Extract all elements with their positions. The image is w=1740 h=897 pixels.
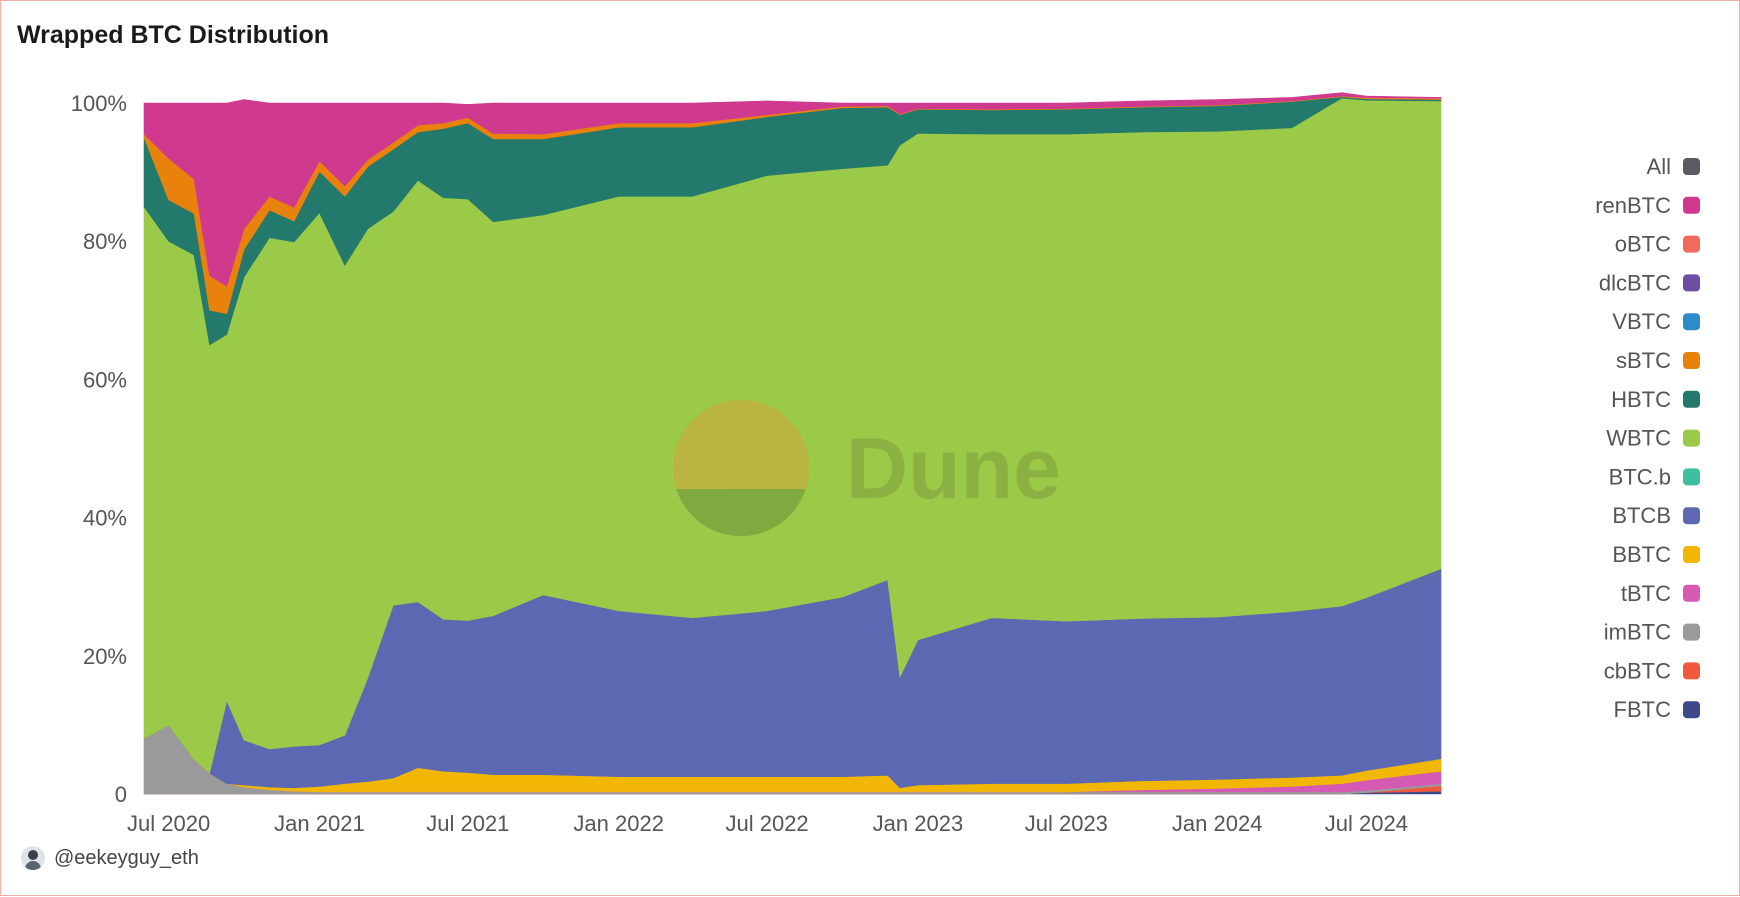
y-tick-label: 0 bbox=[115, 782, 127, 807]
legend-item-obtc[interactable]: oBTC bbox=[1615, 232, 1700, 257]
legend: All renBTC oBTC dlcBTC VBTC sBTC HBTC WBTC BTC.b… bbox=[1595, 154, 1700, 722]
x-tick-label: Jul 2024 bbox=[1325, 811, 1408, 836]
legend-item-dlcbtc[interactable]: dlcBTC bbox=[1599, 270, 1700, 295]
legend-label: oBTC bbox=[1615, 232, 1671, 257]
x-tick-label: Jul 2022 bbox=[725, 811, 808, 836]
legend-item-btc-b[interactable]: BTC.b bbox=[1609, 464, 1700, 489]
dune-watermark: Dune bbox=[673, 400, 1061, 537]
y-tick-label: 60% bbox=[83, 367, 127, 392]
legend-item-vbtc[interactable]: VBTC bbox=[1612, 309, 1700, 334]
legend-item-tbtc[interactable]: tBTC bbox=[1621, 581, 1700, 606]
legend-label: tBTC bbox=[1621, 581, 1671, 606]
legend-label: HBTC bbox=[1611, 387, 1671, 412]
legend-item-cbbtc[interactable]: cbBTC bbox=[1604, 658, 1700, 683]
watermark-logo-half-icon bbox=[676, 489, 806, 537]
legend-label: imBTC bbox=[1604, 620, 1671, 645]
y-tick-label: 100% bbox=[71, 91, 127, 116]
legend-label: BTCB bbox=[1612, 503, 1671, 528]
y-tick-label: 20% bbox=[83, 644, 127, 669]
author-footer[interactable]: @eekeyguy_eth bbox=[21, 846, 199, 870]
series-area-renbtc bbox=[143, 92, 1442, 287]
legend-swatch bbox=[1683, 158, 1700, 175]
x-tick-label: Jan 2024 bbox=[1172, 811, 1263, 836]
legend-item-btcb[interactable]: BTCB bbox=[1612, 503, 1700, 528]
legend-swatch bbox=[1683, 196, 1700, 214]
legend-item-hbtc[interactable]: HBTC bbox=[1611, 387, 1700, 412]
legend-item-wbtc[interactable]: WBTC bbox=[1606, 426, 1700, 451]
legend-swatch bbox=[1683, 390, 1700, 408]
legend-swatch bbox=[1683, 546, 1700, 563]
legend-swatch bbox=[1683, 584, 1700, 602]
legend-swatch bbox=[1683, 352, 1700, 369]
x-tick-label: Jan 2023 bbox=[873, 811, 964, 836]
x-tick-label: Jul 2020 bbox=[127, 811, 210, 836]
legend-label: All bbox=[1647, 154, 1671, 179]
legend-swatch bbox=[1683, 468, 1700, 486]
chart-title: Wrapped BTC Distribution bbox=[17, 21, 330, 49]
legend-label: BTC.b bbox=[1609, 464, 1671, 489]
legend-swatch bbox=[1683, 274, 1700, 292]
legend-swatch bbox=[1683, 662, 1700, 680]
legend-label: cbBTC bbox=[1604, 658, 1671, 683]
y-tick-label: 80% bbox=[83, 229, 127, 254]
legend-item-fbtc[interactable]: FBTC bbox=[1614, 697, 1700, 722]
legend-item-bbtc[interactable]: BBTC bbox=[1612, 542, 1700, 567]
watermark-text: Dune bbox=[846, 421, 1061, 517]
legend-item-imbtc[interactable]: imBTC bbox=[1604, 620, 1700, 645]
x-tick-label: Jan 2022 bbox=[573, 811, 664, 836]
legend-swatch bbox=[1683, 313, 1700, 331]
x-tick-label: Jul 2023 bbox=[1025, 811, 1108, 836]
legend-label: FBTC bbox=[1614, 697, 1672, 722]
x-tick-label: Jan 2021 bbox=[274, 811, 365, 836]
author-name: @eekeyguy_eth bbox=[54, 846, 199, 869]
legend-label: BBTC bbox=[1612, 542, 1671, 567]
x-tick-label: Jul 2021 bbox=[426, 811, 509, 836]
legend-item-sbtc[interactable]: sBTC bbox=[1616, 348, 1700, 373]
legend-item-renbtc[interactable]: renBTC bbox=[1595, 193, 1700, 218]
legend-swatch bbox=[1683, 701, 1700, 719]
y-tick-label: 40% bbox=[83, 506, 127, 531]
legend-label: renBTC bbox=[1595, 193, 1671, 218]
legend-label: sBTC bbox=[1616, 348, 1671, 373]
avatar bbox=[21, 846, 45, 870]
legend-label: VBTC bbox=[1612, 309, 1671, 334]
legend-swatch bbox=[1683, 235, 1700, 253]
legend-swatch bbox=[1683, 623, 1700, 641]
legend-swatch bbox=[1683, 507, 1700, 525]
legend-label: dlcBTC bbox=[1599, 270, 1671, 295]
legend-swatch bbox=[1683, 429, 1700, 447]
legend-label: WBTC bbox=[1606, 426, 1671, 451]
legend-item-all[interactable]: All bbox=[1647, 154, 1700, 179]
